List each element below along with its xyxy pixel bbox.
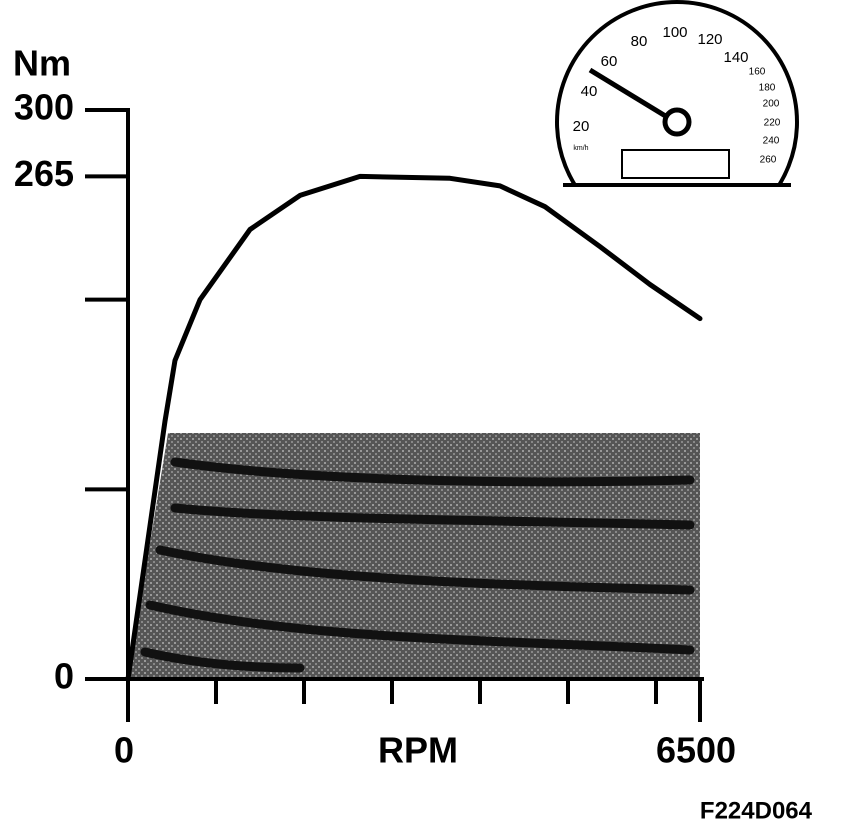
gauge-label: 140 xyxy=(723,49,748,66)
gauge-label: 40 xyxy=(581,83,598,100)
gauge-label: 240 xyxy=(763,136,780,147)
torque-curve xyxy=(125,173,703,682)
y-tick-label: 300 xyxy=(14,87,74,128)
gauge-hub xyxy=(662,107,692,137)
gauge-face xyxy=(555,0,799,185)
y-tick-label: 265 xyxy=(14,153,74,194)
figure-code: F224D064 xyxy=(700,797,813,824)
gauge-display xyxy=(621,149,730,179)
gauge-label: 220 xyxy=(764,118,781,129)
y-tick-label: 0 xyxy=(54,656,74,697)
gauge-needle xyxy=(588,67,674,123)
y-axis-label: Nm xyxy=(13,43,71,84)
gauge-unit: km/h xyxy=(573,145,588,152)
gauge-label: 180 xyxy=(759,83,776,94)
gauge-label: 20 xyxy=(573,118,590,135)
x-axis-label: RPM xyxy=(378,730,458,771)
gauge-label: 80 xyxy=(631,33,648,50)
gauge-label: 260 xyxy=(760,155,777,166)
x-tick-label: 6500 xyxy=(656,730,736,771)
gauge-label: 160 xyxy=(749,67,766,78)
gauge-label: 60 xyxy=(601,53,618,70)
x-tick-label: 0 xyxy=(114,730,134,771)
gauge-label: 200 xyxy=(763,99,780,110)
gauge-label: 100 xyxy=(662,24,687,41)
texture-streaks xyxy=(140,457,695,673)
shaded-region xyxy=(128,433,700,679)
speedometer xyxy=(555,0,799,185)
gauge-label: 120 xyxy=(697,31,722,48)
